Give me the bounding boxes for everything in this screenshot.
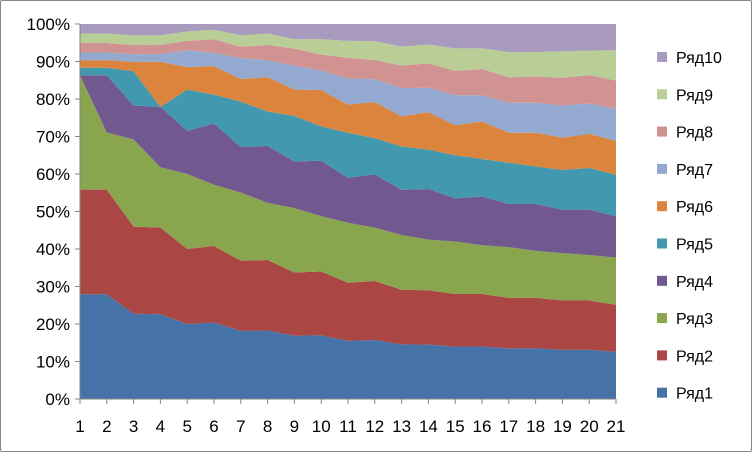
legend-swatch xyxy=(657,275,667,286)
legend-swatch xyxy=(657,350,667,361)
legend-swatch xyxy=(657,387,667,398)
x-tick-label: 9 xyxy=(290,417,299,436)
legend-label: Ряд1 xyxy=(676,386,713,403)
x-tick-label: 1 xyxy=(75,417,84,436)
legend-swatch xyxy=(657,52,667,62)
plot-area xyxy=(80,24,616,399)
legend-label: Ряд10 xyxy=(676,50,722,67)
x-tick-label: 3 xyxy=(129,417,138,436)
x-tick-label: 7 xyxy=(236,417,245,436)
y-tick-label: 100% xyxy=(27,15,70,34)
y-tick-label: 80% xyxy=(36,90,70,109)
x-tick-label: 10 xyxy=(312,417,331,436)
legend-label: Ряд8 xyxy=(676,125,713,142)
legend-swatch xyxy=(657,201,667,212)
x-tick-label: 2 xyxy=(102,417,111,436)
legend-label: Ряд7 xyxy=(676,162,713,179)
x-tick-label: 17 xyxy=(499,417,518,436)
legend-label: Ряд6 xyxy=(676,199,713,216)
series-area-2 xyxy=(80,189,616,352)
y-tick-label: 50% xyxy=(36,203,70,222)
y-tick-label: 40% xyxy=(36,240,70,259)
series-area-10 xyxy=(80,24,616,53)
x-tick-label: 11 xyxy=(339,417,357,436)
x-tick-label: 19 xyxy=(553,417,572,436)
legend-swatch xyxy=(657,163,667,174)
legend-label: Ряд4 xyxy=(676,274,713,291)
y-axis: 0% 10% 20% 30% 40% 50% 60% 70% 80% 90% 100% xyxy=(27,15,81,409)
legend-swatch xyxy=(657,126,667,137)
legend-label: Ряд5 xyxy=(676,237,713,254)
y-tick-label: 70% xyxy=(36,128,70,147)
series-area-4 xyxy=(80,75,616,258)
x-tick-label: 21 xyxy=(607,417,626,436)
legend-swatch xyxy=(657,313,667,324)
series-area-9 xyxy=(80,29,616,81)
y-tick-label: 60% xyxy=(36,165,70,184)
x-tick-label: 18 xyxy=(526,417,545,436)
x-tick-label: 20 xyxy=(580,417,599,436)
series-area-7 xyxy=(80,50,616,141)
series-area-5 xyxy=(80,67,616,217)
legend-swatch xyxy=(657,238,667,249)
legend-swatch xyxy=(657,89,667,100)
x-tick-label: 13 xyxy=(392,417,411,436)
x-tick-label: 4 xyxy=(156,417,165,436)
y-tick-label: 10% xyxy=(36,353,70,372)
y-tick-label: 90% xyxy=(36,53,70,72)
x-tick-label: 6 xyxy=(209,417,218,436)
x-tick-label: 5 xyxy=(182,417,191,436)
legend-label: Ряд2 xyxy=(676,348,713,365)
series-area-6 xyxy=(80,60,616,175)
legend-label: Ряд9 xyxy=(676,87,713,104)
legend: Ряд10 Ряд9 Ряд8 Ряд7 Ряд6 Ряд5 Ряд4 Ряд3 Ряд2 Ряд… xyxy=(657,50,722,403)
x-tick-label: 12 xyxy=(365,417,384,436)
series-area-1 xyxy=(80,294,616,399)
y-tick-label: 0% xyxy=(45,390,70,409)
legend-label: Ряд3 xyxy=(676,311,713,328)
x-tick-label: 16 xyxy=(473,417,492,436)
x-tick-label: 15 xyxy=(446,417,465,436)
x-tick-label: 8 xyxy=(263,417,272,436)
series-area-3 xyxy=(80,75,616,305)
x-tick-label: 14 xyxy=(419,417,438,436)
series-area-8 xyxy=(80,39,616,109)
y-tick-label: 20% xyxy=(36,315,70,334)
y-tick-label: 30% xyxy=(36,278,70,297)
x-axis: 1 2 3 4 5 6 7 8 9 10 11 12 13 14 15 16 17 18 19 20 21 xyxy=(75,398,626,436)
